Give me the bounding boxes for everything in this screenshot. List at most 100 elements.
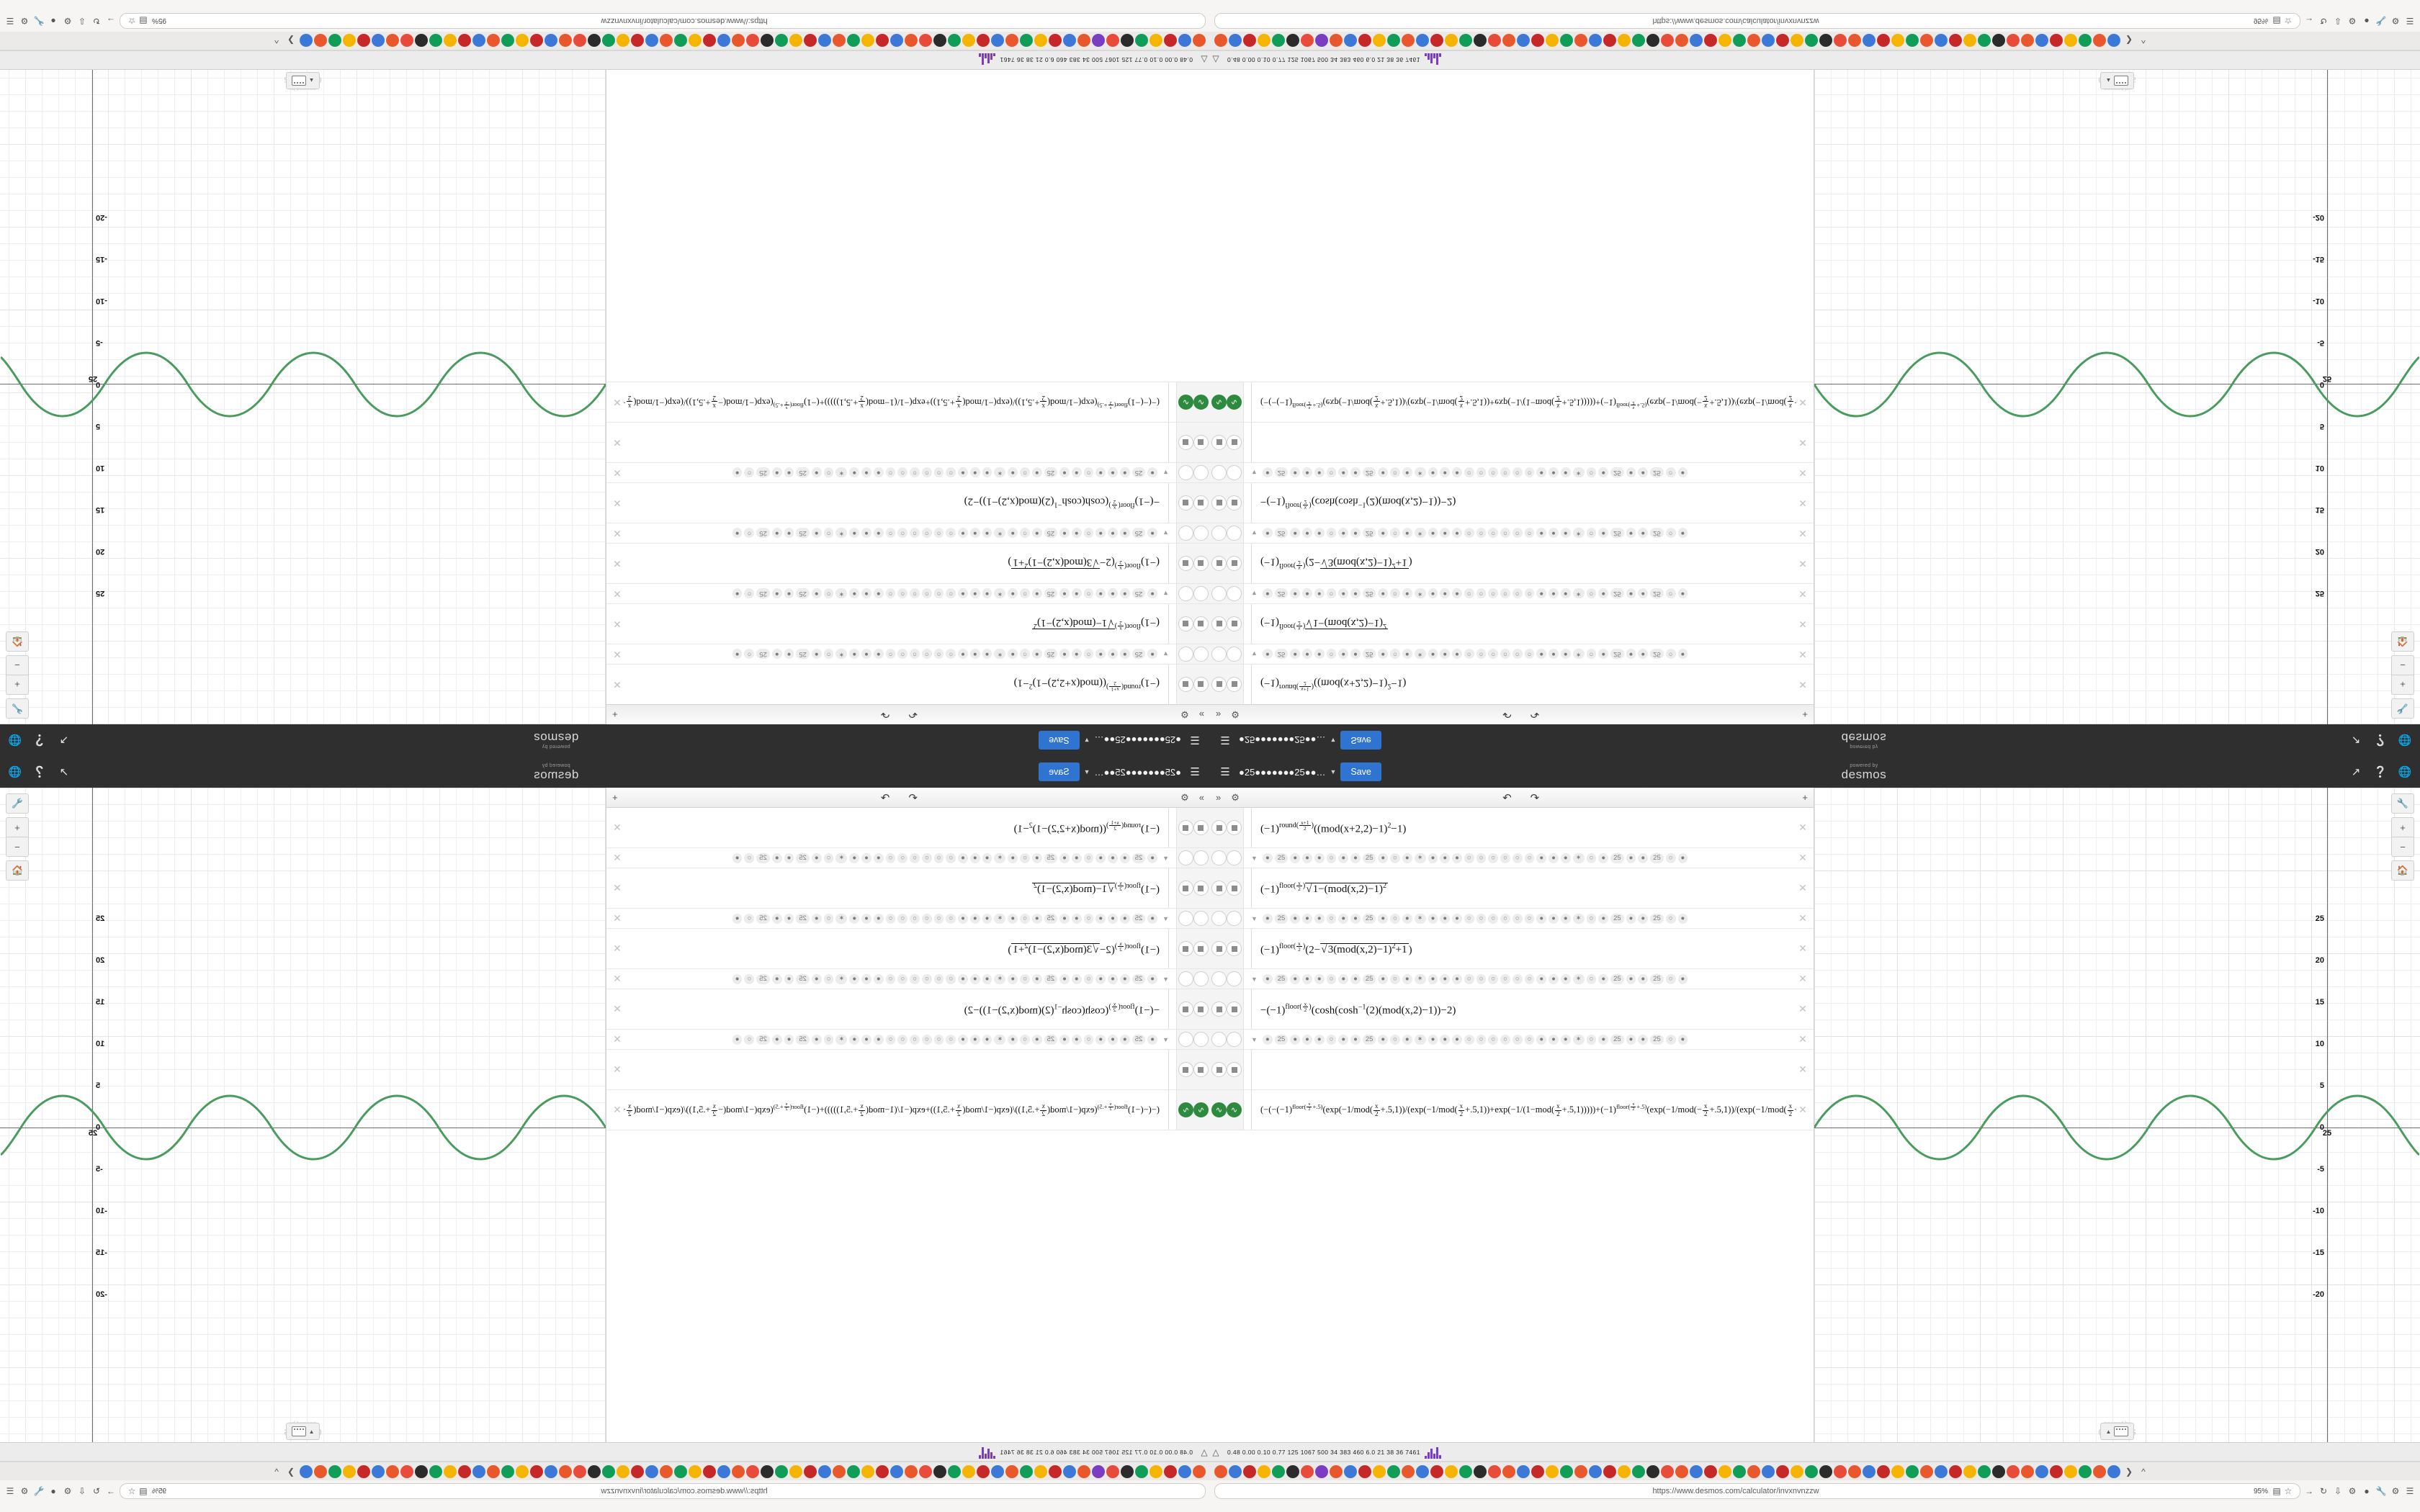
bookmark-favicon[interactable] xyxy=(1690,1464,1703,1478)
bookmark-favicon[interactable] xyxy=(530,34,543,48)
close-icon[interactable]: ✕ xyxy=(1798,437,1807,449)
bookmark-favicon[interactable] xyxy=(1430,34,1443,48)
account-icon[interactable]: ● xyxy=(50,1486,56,1496)
reload-icon[interactable]: ↻ xyxy=(92,1486,101,1496)
expression-latex[interactable]: −(−1)floor(x 2)(cosh(cosh−1(2)(mod(x,2)−1… xyxy=(1260,1001,1456,1017)
expand-all-icon[interactable]: » xyxy=(1216,792,1222,803)
close-icon[interactable]: ✕ xyxy=(613,1033,622,1045)
hamburger-menu-icon[interactable]: ☰ xyxy=(2406,16,2414,26)
expression-color-dot[interactable] xyxy=(1227,820,1242,835)
slider-track[interactable]: ● 25 ● ● ● ○ ● ● 25 ● ○ ● ✶ ● ● ● ○ ○ ○ ○ ○ ○ ● ● ● ✶ ○ ● 25 ● ● 25 ○ ● xyxy=(624,1034,1157,1045)
bookmarks-overflow-icon[interactable]: ❯ xyxy=(2125,1466,2133,1477)
close-icon[interactable]: ✕ xyxy=(1798,973,1807,984)
bookmark-items[interactable] xyxy=(1214,33,2120,49)
bookmark-favicon[interactable] xyxy=(472,1464,485,1478)
keyboard-toggle-button[interactable]: ▲ xyxy=(2099,1423,2135,1440)
zoom-in-button[interactable]: + xyxy=(6,817,29,837)
bookmark-favicon[interactable] xyxy=(1034,1464,1047,1478)
bookmark-favicon[interactable] xyxy=(1791,1464,1803,1478)
slider-track[interactable]: ● 25 ● ● ● ○ ● ● 25 ● ○ ● ✶ ● ● ● ○ ○ ○ ○ ○ ○ ● ● ● ✶ ○ ● 25 ● ● 25 ○ ● xyxy=(624,528,1157,539)
bookmark-favicon[interactable] xyxy=(602,1464,615,1478)
bookmark-favicon[interactable] xyxy=(1373,34,1386,48)
bookmark-favicon[interactable] xyxy=(1877,34,1890,48)
bookmark-favicon[interactable] xyxy=(703,34,716,48)
bookmark-favicon[interactable] xyxy=(991,1464,1004,1478)
gear-icon[interactable]: ⚙ xyxy=(2391,1486,2400,1496)
redo-arrow-icon[interactable]: ↷ xyxy=(880,708,890,721)
slider-row[interactable]: ▼ ● 25 ● ● ● ○ ● ● 25 ● ○ ● ✶ ● ● ● ○ ○ ○ ○ ○ ○ ● ● ● ✶ ○ ● 25 ● ● 25 ○ ● ✕ xyxy=(606,969,1210,989)
wrench-icon[interactable]: 🔧 xyxy=(33,1486,45,1496)
expression-row[interactable]: ✕ xyxy=(606,1050,1210,1090)
bookmark-favicon[interactable] xyxy=(1387,1464,1400,1478)
zoom-level-indicator[interactable]: 95% xyxy=(152,17,167,25)
bookmark-favicon[interactable] xyxy=(1358,1464,1371,1478)
add-expression-icon[interactable]: + xyxy=(612,709,618,720)
bookmark-favicon[interactable] xyxy=(876,34,889,48)
slider-body[interactable]: ▼ ● 25 ● ● ● ○ ● ● 25 ● ○ ● ✶ ● ● ● ○ ○ ○ ○ ○ ○ ● ● ● ✶ ○ ● 25 ● ● 25 ○ ● ✕ xyxy=(606,909,1176,928)
bookmark-favicon[interactable] xyxy=(1092,34,1105,48)
bookmark-favicon[interactable] xyxy=(1049,1464,1062,1478)
expression-body[interactable]: (−1)round(x+1 2)((mod(x+2,2)−1)2−1) ✕ xyxy=(606,665,1176,704)
bookmark-favicon[interactable] xyxy=(1776,1464,1789,1478)
page-url[interactable]: https://www.desmos.com/calculator/invxnv… xyxy=(601,17,768,25)
bookmark-favicon[interactable] xyxy=(775,1464,788,1478)
expression-body[interactable]: (−1)round(x+1 2)((mod(x+2,2)−1)2−1) ✕ xyxy=(1244,808,1814,847)
bookmark-favicon[interactable] xyxy=(1243,1464,1256,1478)
bookmark-favicon[interactable] xyxy=(1891,34,1904,48)
expression-toggle-dot[interactable] xyxy=(1193,911,1209,926)
bookmark-favicon[interactable] xyxy=(1258,34,1270,48)
bookmark-favicon[interactable] xyxy=(1949,34,1962,48)
bookmark-favicon[interactable] xyxy=(919,34,932,48)
bookmark-favicon[interactable] xyxy=(1373,1464,1386,1478)
bookmark-favicon[interactable] xyxy=(1603,34,1616,48)
bookmark-favicon[interactable] xyxy=(444,34,457,48)
expression-toggle-dot[interactable] xyxy=(1211,971,1227,986)
bookmark-favicon[interactable] xyxy=(1531,1464,1544,1478)
expression-toggle-dot[interactable] xyxy=(1193,1002,1209,1017)
slider-row[interactable]: ▼ ● 25 ● ● ● ○ ● ● 25 ● ○ ● ✶ ● ● ● ○ ○ ○ ○ ○ ○ ● ● ● ✶ ○ ● 25 ● ● 25 ○ ● ✕ xyxy=(1210,848,1814,868)
expression-body[interactable]: (−1)round(x+1 2)((mod(x+2,2)−1)2−1) ✕ xyxy=(1244,665,1814,704)
expression-toggle-dot[interactable] xyxy=(1211,911,1227,926)
close-icon[interactable]: ✕ xyxy=(1798,397,1807,408)
expression-color-dot[interactable] xyxy=(1227,881,1242,896)
expression-toggle-dot[interactable]: ∿ xyxy=(1193,395,1209,410)
bookmark-star-icon[interactable]: ☆ xyxy=(127,1486,136,1496)
expression-latex[interactable]: (−1)floor(x 2)(2−√ 3(mod(x,2)−1)2+1) xyxy=(1008,556,1160,572)
expression-row[interactable]: ∿ ∿ (−(−(−1)floor(x 2 +.5)(exp(−1/mod(x 2 +.5,… xyxy=(606,382,1210,422)
slider-track[interactable]: ● 25 ● ● ● ○ ● ● 25 ● ○ ● ✶ ● ● ● ○ ○ ○ ○ ○ ○ ● ● ● ✶ ○ ● 25 ● ● 25 ○ ● xyxy=(1263,973,1796,984)
bookmark-favicon[interactable] xyxy=(746,1464,759,1478)
bookmark-favicon[interactable] xyxy=(559,1464,572,1478)
home-icon[interactable]: 🏠 xyxy=(6,860,29,881)
bookmark-favicon[interactable] xyxy=(631,1464,644,1478)
graph-canvas[interactable]: 25 20 15 10 5 0 -5 -10 -15 -20 25 🔧 + − 🏠 xyxy=(1814,788,2420,1443)
bookmark-favicon[interactable] xyxy=(1258,1464,1270,1478)
expression-latex[interactable]: (−1)floor(x 2)(2−√ 3(mod(x,2)−1)2+1) xyxy=(1260,556,1412,572)
expression-toggle-dot[interactable] xyxy=(1211,941,1227,956)
bookmarks-overflow-icon[interactable]: ❯ xyxy=(287,1466,295,1477)
undo-arrow-icon[interactable]: ↶ xyxy=(908,708,918,721)
slider-track[interactable]: ● 25 ● ● ● ○ ● ● 25 ● ○ ● ✶ ● ● ● ○ ○ ○ ○ ○ ○ ● ● ● ✶ ○ ● 25 ● ● 25 ○ ● xyxy=(1263,467,1796,478)
download-icon[interactable]: ⇩ xyxy=(2334,1486,2342,1496)
expand-all-icon[interactable]: » xyxy=(1198,709,1204,720)
expression-row[interactable]: ✕ xyxy=(1210,422,1814,462)
globe-language-icon[interactable]: 🌐 xyxy=(2398,766,2412,778)
gear-icon[interactable]: ⚙ xyxy=(1231,791,1240,803)
bookmark-favicon[interactable] xyxy=(1193,34,1206,48)
bookmark-favicon[interactable] xyxy=(861,34,874,48)
close-icon[interactable]: ✕ xyxy=(613,558,622,570)
chevron-down-icon[interactable]: ▼ xyxy=(1251,469,1258,477)
bookmark-favicon[interactable] xyxy=(804,34,817,48)
zoom-out-button[interactable]: − xyxy=(6,655,29,675)
gear-icon[interactable]: ⚙ xyxy=(1180,791,1189,803)
bookmark-favicon[interactable] xyxy=(1445,1464,1458,1478)
bookmark-favicon[interactable] xyxy=(357,1464,370,1478)
bookmark-favicon[interactable] xyxy=(602,34,615,48)
bookmark-favicon[interactable] xyxy=(660,34,673,48)
hamburger-menu-icon[interactable]: ☰ xyxy=(1190,734,1200,746)
expression-toggle-dot[interactable] xyxy=(1211,556,1227,571)
bookmark-favicon[interactable] xyxy=(458,1464,471,1478)
close-icon[interactable]: ✕ xyxy=(613,1104,622,1115)
slider-track[interactable]: ● 25 ● ● ● ○ ● ● 25 ● ○ ● ✶ ● ● ● ○ ○ ○ ○ ○ ○ ● ● ● ✶ ○ ● 25 ● ● 25 ○ ● xyxy=(624,649,1157,660)
bookmark-favicon[interactable] xyxy=(2021,34,2034,48)
home-icon[interactable]: 🏠 xyxy=(2391,860,2414,881)
